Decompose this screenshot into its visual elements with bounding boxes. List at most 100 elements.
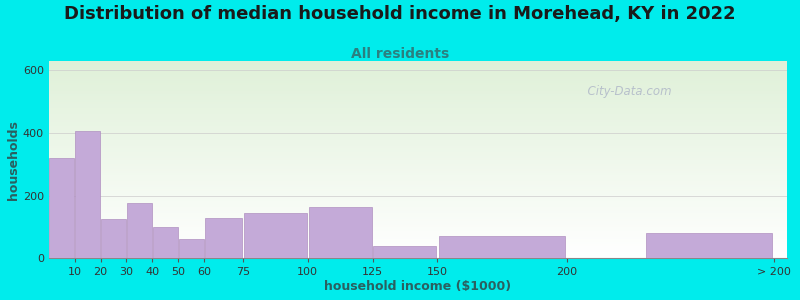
Bar	[49, 197, 787, 199]
Bar	[49, 81, 787, 82]
Bar	[49, 211, 787, 213]
Bar	[49, 227, 787, 229]
Bar	[49, 136, 787, 138]
Bar	[49, 132, 787, 134]
Bar	[49, 87, 787, 88]
Bar	[49, 100, 787, 102]
Bar	[49, 160, 787, 162]
Bar	[309, 207, 371, 258]
Bar	[49, 98, 787, 101]
Bar	[49, 118, 787, 120]
Bar	[49, 193, 787, 195]
Bar	[49, 164, 787, 166]
Text: All residents: All residents	[351, 46, 449, 61]
Bar	[49, 185, 787, 187]
Bar	[49, 241, 787, 242]
Bar	[75, 131, 100, 258]
Bar	[49, 130, 787, 132]
Bar	[49, 201, 787, 203]
Bar	[49, 122, 787, 124]
Bar	[49, 94, 787, 97]
Bar	[49, 120, 787, 122]
Text: Distribution of median household income in Morehead, KY in 2022: Distribution of median household income …	[64, 4, 736, 22]
Bar	[49, 235, 787, 236]
Bar	[49, 244, 787, 246]
Bar	[646, 233, 772, 258]
Bar	[49, 223, 787, 225]
Bar	[49, 152, 787, 154]
Bar	[49, 156, 787, 158]
Bar	[49, 82, 787, 85]
Bar	[49, 250, 787, 252]
Bar	[49, 158, 787, 160]
Bar	[49, 171, 787, 173]
Bar	[49, 225, 787, 227]
Bar	[49, 252, 787, 254]
Bar	[49, 209, 787, 211]
Bar	[374, 246, 436, 258]
Bar	[49, 166, 787, 167]
Bar	[49, 134, 787, 136]
Bar	[49, 126, 787, 128]
Bar	[49, 106, 787, 108]
Bar	[153, 227, 178, 258]
Y-axis label: households: households	[7, 120, 20, 200]
Bar	[49, 69, 787, 71]
Bar	[49, 199, 787, 201]
Bar	[49, 236, 787, 238]
Bar	[49, 221, 787, 223]
Bar	[49, 61, 787, 63]
Bar	[178, 239, 204, 258]
Bar	[49, 75, 787, 77]
Bar	[49, 203, 787, 205]
Bar	[49, 138, 787, 140]
Bar	[49, 238, 787, 241]
Bar	[49, 229, 787, 231]
Bar	[49, 144, 787, 146]
Bar	[49, 112, 787, 114]
Bar	[49, 102, 787, 104]
Bar	[49, 167, 787, 169]
Bar	[49, 248, 787, 250]
Bar	[101, 219, 126, 258]
Bar	[49, 140, 787, 142]
Bar	[439, 236, 565, 258]
Bar	[49, 181, 787, 183]
Bar	[49, 183, 787, 185]
Bar	[49, 142, 787, 144]
Bar	[49, 124, 787, 126]
Bar	[49, 150, 787, 152]
Bar	[49, 179, 787, 181]
Bar	[49, 79, 787, 81]
Bar	[49, 67, 787, 69]
Bar	[49, 231, 787, 233]
Bar	[49, 116, 787, 118]
Bar	[127, 203, 152, 258]
Bar	[49, 108, 787, 110]
Bar	[49, 256, 787, 258]
Bar	[49, 85, 787, 87]
Bar	[49, 173, 787, 175]
Bar	[49, 88, 787, 91]
Bar	[49, 177, 787, 179]
Bar	[49, 191, 787, 193]
Bar	[49, 254, 787, 256]
Bar	[49, 77, 787, 79]
Bar	[244, 213, 306, 258]
Bar	[49, 242, 787, 244]
Bar	[49, 195, 787, 197]
Bar	[49, 91, 787, 92]
Bar	[49, 162, 787, 164]
Bar	[49, 219, 787, 221]
Bar	[49, 213, 787, 215]
Bar	[49, 104, 787, 106]
Bar	[49, 128, 787, 130]
Bar	[49, 187, 787, 189]
X-axis label: household income ($1000): household income ($1000)	[324, 280, 511, 293]
Bar	[49, 246, 787, 248]
Bar	[49, 146, 787, 148]
Bar	[49, 148, 787, 150]
Text: City-Data.com: City-Data.com	[580, 85, 672, 98]
Bar	[49, 215, 787, 217]
Bar	[49, 205, 787, 207]
